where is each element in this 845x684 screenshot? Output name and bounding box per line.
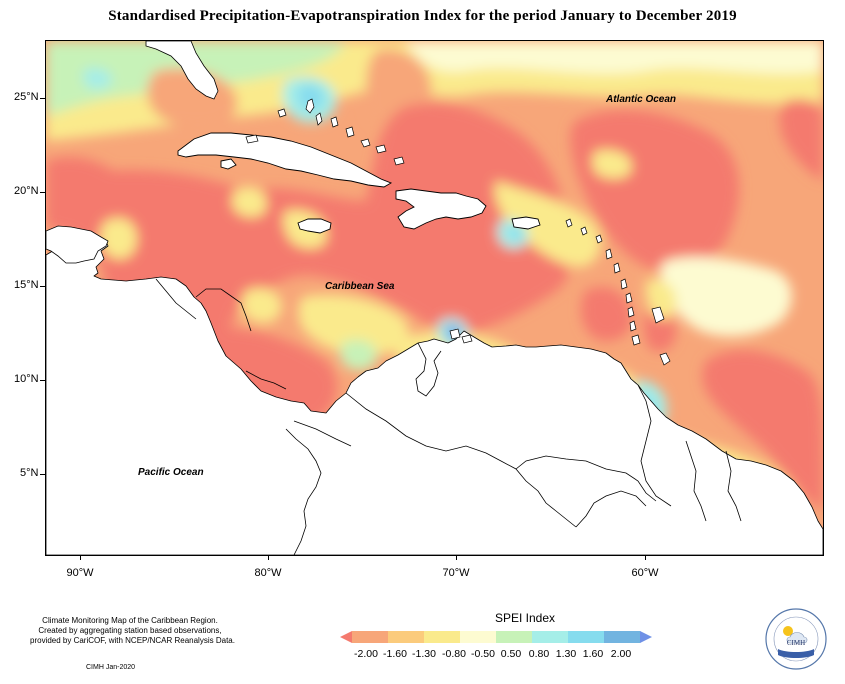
legend-label: -0.80	[442, 648, 466, 660]
legend-labels: -2.00 -1.60 -1.30 -0.80 -0.50 0.50 0.80 …	[340, 648, 660, 662]
legend-label: 0.80	[528, 648, 550, 660]
credit-line: Created by aggregating station based obs…	[38, 626, 222, 635]
logo-text: CIMH	[787, 639, 805, 647]
cimh-stamp: CIMH Jan-2020	[86, 664, 136, 671]
legend-swatch	[340, 631, 352, 643]
legend-label: 1.30	[555, 648, 577, 660]
lat-tick	[40, 192, 45, 193]
sun-icon	[783, 626, 793, 636]
hispaniola	[395, 188, 487, 230]
lon-tick	[456, 555, 457, 560]
legend-swatch	[460, 631, 497, 643]
legend-swatch	[640, 631, 652, 643]
legend-label: -2.00	[354, 648, 378, 660]
credit-line: Climate Monitoring Map of the Caribbean …	[42, 616, 218, 625]
legend-colorbar	[340, 631, 652, 643]
cuba	[177, 132, 393, 188]
legend-swatch	[388, 631, 425, 643]
legend-swatch	[424, 631, 461, 643]
legend-swatch	[352, 631, 389, 643]
legend-label: 1.60	[582, 648, 604, 660]
legend-swatch	[568, 631, 605, 643]
legend-label: 2.00	[610, 648, 632, 660]
legend-label: -0.50	[471, 648, 495, 660]
lon-label-70w: 70°W	[442, 567, 470, 579]
legend-swatch	[604, 631, 641, 643]
lon-tick	[645, 555, 646, 560]
borders	[155, 278, 742, 555]
yucatan	[46, 225, 109, 264]
legend-title: SPEI Index	[494, 611, 556, 625]
lat-tick	[40, 286, 45, 287]
atlantic-ocean-label: Atlantic Ocean	[606, 94, 677, 105]
credit-text: Climate Monitoring Map of the Caribbean …	[30, 616, 235, 646]
small-islands	[245, 98, 671, 366]
lat-label-20n: 20°N	[14, 185, 39, 197]
lat-tick	[40, 474, 45, 475]
spei-map	[45, 40, 824, 556]
lat-label-5n: 5°N	[20, 467, 39, 479]
legend-swatch	[496, 631, 533, 643]
map-title: Standardised Precipitation-Evapotranspir…	[108, 8, 737, 24]
cimh-logo: CIMH	[765, 608, 827, 670]
legend-label: -1.60	[383, 648, 407, 660]
credit-line: provided by CariCOF, with NCEP/NCAR Rean…	[30, 636, 235, 645]
lat-label-25n: 25°N	[14, 91, 39, 103]
legend-label: -1.30	[412, 648, 436, 660]
lon-label-90w: 90°W	[66, 567, 94, 579]
legend-swatches	[340, 631, 652, 643]
wave-icon	[778, 649, 814, 658]
lat-label-10n: 10°N	[14, 373, 39, 385]
legend-label: 0.50	[500, 648, 522, 660]
cloud-icon	[786, 632, 808, 644]
pacific-ocean-label: Pacific Ocean	[138, 467, 204, 478]
florida	[145, 41, 219, 100]
jamaica	[297, 218, 332, 234]
lon-tick	[268, 555, 269, 560]
caribbean-sea-label: Caribbean Sea	[325, 281, 395, 292]
lon-tick	[80, 555, 81, 560]
lon-label-80w: 80°W	[254, 567, 282, 579]
lat-tick	[40, 98, 45, 99]
legend-swatch	[532, 631, 569, 643]
lon-label-60w: 60°W	[631, 567, 659, 579]
lat-tick	[40, 380, 45, 381]
puerto-rico	[511, 216, 541, 230]
spei-field-map	[46, 41, 823, 555]
lat-label-15n: 15°N	[14, 279, 39, 291]
